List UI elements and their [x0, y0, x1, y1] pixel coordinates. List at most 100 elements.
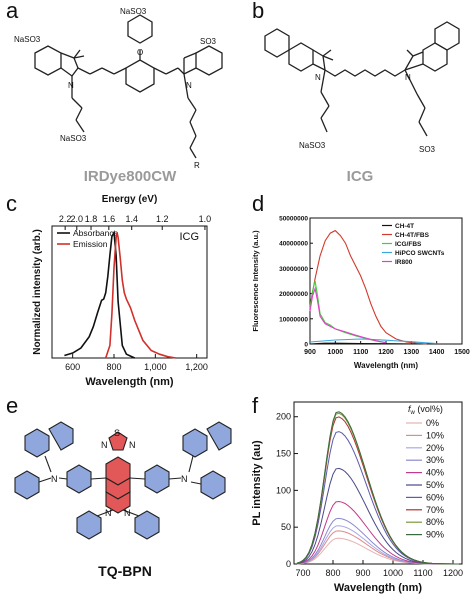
tq-label-n-right: N	[181, 474, 188, 484]
chart-d-y-tick-label: 0	[304, 342, 308, 349]
chart-f-legend-label: 10%	[426, 430, 444, 440]
chart-c-top-tick-label: 1.4	[125, 214, 138, 224]
chart-d-y-tick-label: 50000000	[279, 216, 308, 223]
tq-label-n-thiadiazole-b: N	[129, 440, 136, 450]
chart-d-legend-label: CH-4T	[395, 223, 414, 230]
irdye-label-so3-right: SO3	[200, 37, 217, 46]
chart-f-legend-title: fw (vol%)	[408, 404, 443, 416]
chart-f-legend-label: 60%	[426, 492, 444, 502]
chart-c-x-tick-label: 1,200	[185, 362, 208, 372]
icg-label-so3: SO3	[419, 145, 436, 154]
chart-f-y-tick-label: 100	[276, 485, 291, 495]
chart-c-x-tick-label: 600	[65, 362, 80, 372]
icg-label-n-left: N	[315, 73, 321, 82]
chart-c-series-line	[64, 229, 136, 359]
chart-c-top-tick-label: 2.2	[59, 214, 72, 224]
chart-c-top-tick-label: 1.0	[199, 214, 212, 224]
chart-f-legend-label: 90%	[426, 530, 444, 540]
chart-f-legend-label: 30%	[426, 455, 444, 465]
chart-d-fluorescence: 900 1000 1100 1200 1300 1400 1500 0 10000000 2000…	[251, 216, 470, 371]
chart-d-y-tick-label: 20000000	[279, 291, 308, 298]
icg-name: ICG	[346, 168, 374, 185]
chart-f-y-tick-label: 150	[276, 449, 291, 459]
chart-d-x-tick-label: 1200	[378, 349, 394, 356]
irdye-label-naso3-left: NaSO3	[14, 35, 41, 44]
tq-label-s: S	[114, 428, 120, 438]
irdye800cw-name: IRDye800CW	[83, 168, 177, 185]
chart-d-y-axis-title: Fluorescence Intensity (a.u.)	[251, 230, 260, 332]
chart-d-x-tick-label: 1100	[353, 349, 368, 356]
chart-d-y-tick-label: 30000000	[279, 266, 308, 273]
chart-f-legend-title-unit: (vol%)	[415, 404, 443, 414]
chart-f-x-tick-label: 800	[325, 568, 340, 578]
panel-b-label: b	[252, 0, 265, 23]
panel-f-label: f	[252, 393, 259, 418]
chart-f-legend-label: 80%	[426, 517, 444, 527]
chart-c-legend-label: Emission	[73, 239, 108, 249]
chart-d-x-tick-label: 1400	[429, 349, 445, 356]
irdye800cw-structure: NaSO3 NaSO3 SO3 NaSO3 O N N R	[14, 8, 223, 170]
chart-c-legend-label: Absorbance	[73, 228, 119, 238]
chart-d-x-tick-label: 1000	[328, 349, 344, 356]
chart-d-legend-label: ICG/FBS	[395, 241, 422, 248]
chart-f-y-axis-title: PL intensity (au)	[251, 440, 263, 526]
chart-f-x-tick-label: 1100	[413, 568, 432, 578]
chart-c-x-axis-title: Wavelength (nm)	[85, 376, 174, 388]
chart-d-y-tick-label: 10000000	[279, 316, 308, 323]
chart-f-y-tick-label: 0	[286, 559, 291, 569]
chart-c-x-tick-label: 1,000	[144, 362, 167, 372]
chart-f-legend-label: 40%	[426, 468, 444, 478]
chart-c-top-tick-label: 1.8	[85, 214, 98, 224]
chart-d-series-line	[309, 286, 387, 344]
chart-f-x-tick-label: 700	[295, 568, 310, 578]
tq-label-n-left: N	[51, 474, 58, 484]
chart-c-series-line	[104, 232, 177, 359]
tq-label-n-pyrazine-b: N	[124, 508, 131, 518]
chart-c-frame	[51, 225, 208, 359]
chart-f-frame	[293, 401, 463, 565]
chart-f-legend-label: 20%	[426, 443, 444, 453]
chart-c-top-tick-label: 1.2	[156, 214, 169, 224]
chart-c-top-tick-label: 1.6	[103, 214, 116, 224]
irdye-label-r: R	[194, 161, 200, 170]
chart-c-top-tick-label: 2.0	[71, 214, 84, 224]
chart-f-y-tick-label: 200	[276, 412, 291, 422]
chart-d-legend-label: HiPCO SWCNTs	[395, 250, 445, 257]
icg-structure: N N NaSO3 SO3	[264, 21, 460, 154]
chart-d-x-axis-title: Wavelength (nm)	[354, 361, 418, 370]
chart-c-x-tick-label: 800	[106, 362, 121, 372]
irdye-label-o: O	[137, 48, 143, 57]
panel-d-label: d	[252, 191, 265, 216]
chart-f-x-tick-label: 1000	[383, 568, 403, 578]
irdye-label-naso3-top: NaSO3	[120, 8, 147, 16]
irdye-label-n-left: N	[68, 81, 74, 90]
chart-f-x-tick-label: 1200	[443, 568, 463, 578]
chart-d-legend-label: IR800	[395, 259, 413, 266]
irdye-label-naso3-bottom: NaSO3	[60, 134, 87, 143]
chart-d-x-tick-label: 900	[304, 349, 316, 356]
panel-c-label: c	[6, 191, 17, 216]
chart-f-legend-label: 0%	[426, 418, 439, 428]
chart-c-top-axis-title: Energy (eV)	[102, 194, 158, 205]
tq-label-n-thiadiazole-a: N	[101, 440, 108, 450]
chart-f-series-line	[296, 411, 459, 565]
chart-f-x-axis-title: Wavelength (nm)	[334, 582, 423, 594]
chart-d-x-tick-label: 1300	[404, 349, 420, 356]
chart-d-series-line	[309, 229, 427, 345]
icg-label-n-right: N	[405, 73, 411, 82]
chart-d-frame	[309, 217, 463, 345]
chart-d-x-tick-label: 1500	[454, 349, 470, 356]
chart-c-y-axis-title: Normalized intensity (arb.)	[32, 229, 43, 355]
chart-f-legend-title-sub: w	[410, 410, 416, 416]
chart-d-series-line	[309, 342, 462, 345]
tq-label-n-pyrazine-a: N	[105, 508, 112, 518]
chart-f-legend-label: 70%	[426, 505, 444, 515]
chart-f-legend-title-f: f	[408, 404, 412, 414]
irdye-label-n-right: N	[186, 81, 192, 90]
panel-a-label: a	[6, 0, 19, 23]
panel-e-label: e	[6, 393, 19, 418]
chart-f-pl-intensity: 700 800 900 1000 1100 1200 0 50 100 150 200 Wavelen…	[251, 401, 463, 594]
chart-f-legend-label: 50%	[426, 480, 444, 490]
chart-c-annotation: ICG	[179, 231, 199, 243]
chart-c-absorbance-emission: 600 800 1,000 1,200 2.2 2.0 1.8 1.6 1.4 1.2 1.0 Ene…	[32, 194, 212, 388]
